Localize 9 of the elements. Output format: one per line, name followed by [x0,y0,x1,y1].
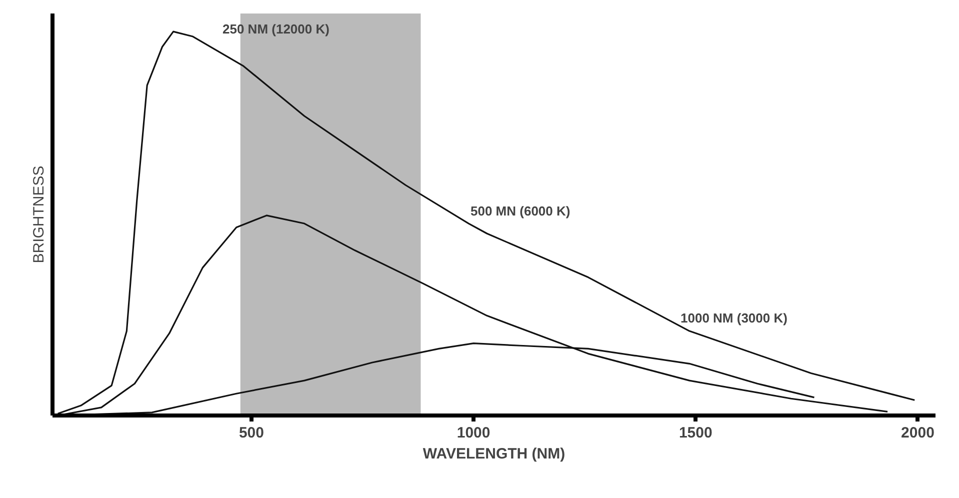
y-axis-title: BRIGHTNESS [30,166,48,264]
x-tick-label: 2000 [901,424,934,442]
x-axis-title: WAVELENGTH (NM) [422,446,566,462]
x-tick-label: 500 [238,424,264,442]
annotation: 500 MN (6000 K) [470,204,570,218]
annotation: 250 NM (12000 K) [222,22,330,36]
x-tick-label: 1000 [456,424,490,442]
x-tick-label: 1500 [678,424,712,442]
annotation: 1000 NM (3000 K) [680,310,788,326]
